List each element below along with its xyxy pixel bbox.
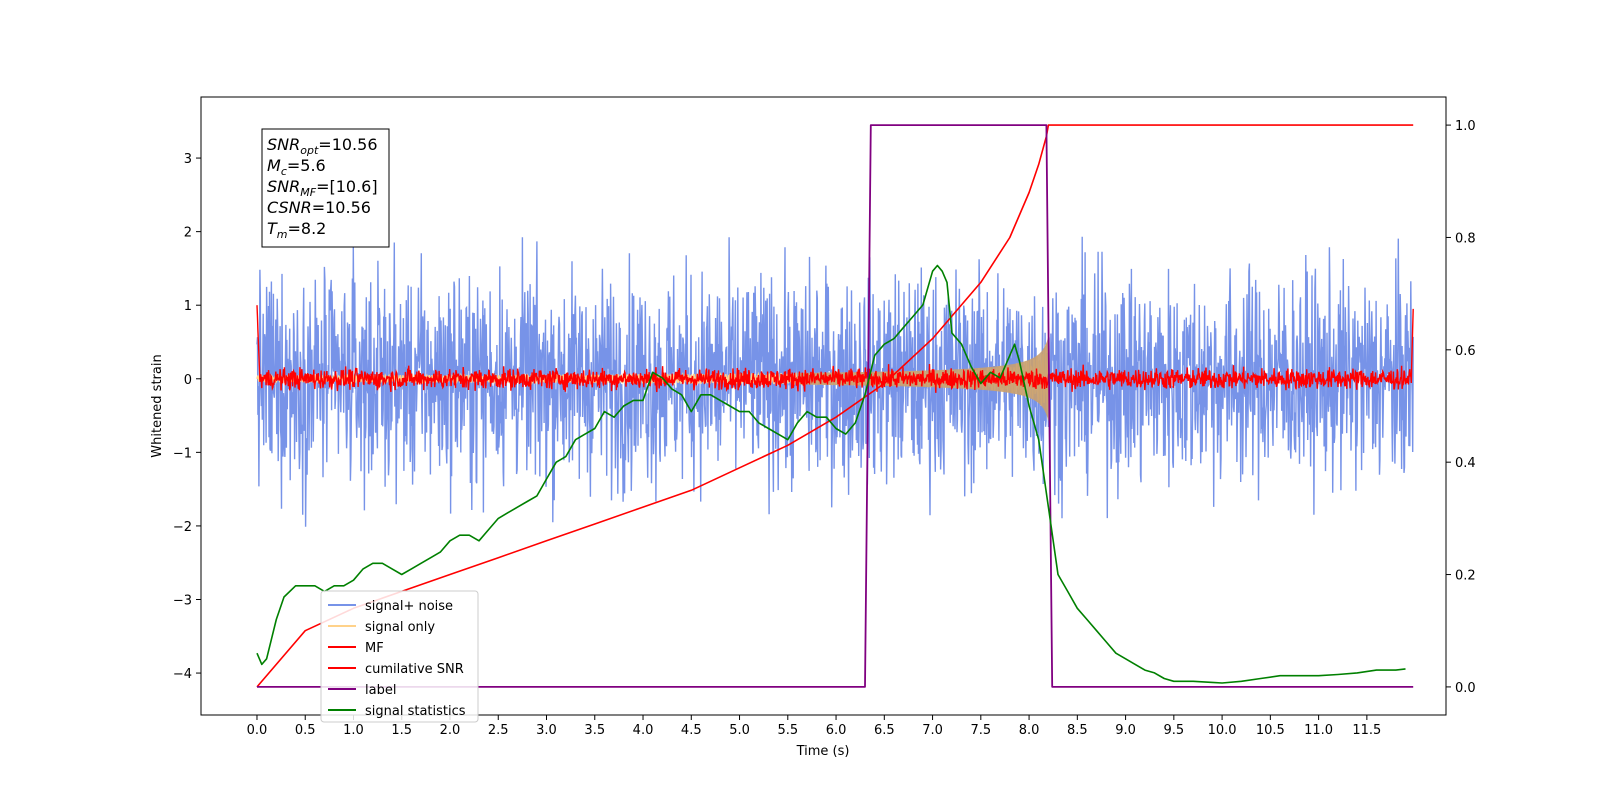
y-left-tick-label: −4 bbox=[173, 667, 192, 682]
x-tick-label: 0.5 bbox=[295, 723, 316, 738]
x-tick-label: 7.5 bbox=[970, 723, 991, 738]
x-tick-label: 2.0 bbox=[440, 723, 461, 738]
y-left-tick-label: −1 bbox=[173, 446, 192, 461]
legend-label: cumilative SNR bbox=[365, 662, 464, 677]
x-tick-label: 9.0 bbox=[1115, 723, 1136, 738]
series-signal-noise bbox=[256, 236, 1414, 527]
x-tick-label: 4.0 bbox=[633, 723, 654, 738]
legend-label: label bbox=[365, 683, 396, 698]
x-axis: 0.0 0.5 1.0 1.5 2.0 2.5 3.0 3.5 4.0 4.5 5.0 5.5 6.0 6… bbox=[247, 715, 1381, 738]
x-tick-label: 8.5 bbox=[1067, 723, 1088, 738]
y-right-tick-label: 0.8 bbox=[1455, 231, 1476, 246]
legend-label: signal+ noise bbox=[365, 599, 453, 614]
y-axis-label: Whitened strain bbox=[150, 354, 165, 457]
legend-label: signal statistics bbox=[365, 704, 466, 719]
y-left-tick-label: 1 bbox=[184, 299, 192, 314]
plot-frame bbox=[200, 96, 1447, 716]
y-axis-left: 3 2 1 0 −1 −2 −3 −4 bbox=[173, 152, 201, 682]
annotation-line: Mc=5.6 bbox=[267, 156, 326, 178]
x-tick-label: 5.5 bbox=[777, 723, 798, 738]
annotation-box: SNRopt=10.56Mc=5.6SNRMF=[10.6]CSNR=10.56… bbox=[261, 128, 390, 248]
x-tick-label: 0.0 bbox=[247, 723, 268, 738]
y-right-tick-label: 0.0 bbox=[1455, 681, 1476, 696]
annotation-line: Tm=8.2 bbox=[267, 219, 326, 241]
y-right-tick-label: 1.0 bbox=[1455, 119, 1476, 134]
x-tick-label: 1.0 bbox=[343, 723, 364, 738]
y-left-tick-label: −2 bbox=[173, 520, 192, 535]
annotation-line: CSNR=10.56 bbox=[267, 198, 371, 217]
x-tick-label: 6.0 bbox=[826, 723, 847, 738]
y-left-tick-label: 3 bbox=[184, 152, 192, 167]
y-axis-right: 1.0 0.8 0.6 0.4 0.2 0.0 bbox=[1446, 119, 1476, 696]
x-tick-label: 1.5 bbox=[391, 723, 412, 738]
series-label bbox=[257, 124, 1414, 688]
x-tick-label: 7.0 bbox=[922, 723, 943, 738]
x-tick-label: 6.5 bbox=[874, 723, 895, 738]
y-left-tick-label: 0 bbox=[184, 373, 192, 388]
y-left-tick-label: −3 bbox=[173, 593, 192, 608]
x-tick-label: 8.0 bbox=[1019, 723, 1040, 738]
plot-area bbox=[256, 124, 1414, 688]
annotation-line: SNRMF=[10.6] bbox=[267, 177, 378, 199]
y-right-tick-label: 0.4 bbox=[1455, 456, 1476, 471]
x-axis-label: Time (s) bbox=[796, 744, 850, 759]
legend: signal+ noise signal only MF cumilative SNR… bbox=[320, 590, 479, 723]
legend-frame bbox=[320, 590, 479, 723]
series-signal-statistics bbox=[256, 264, 1406, 684]
series-mf bbox=[256, 305, 1414, 393]
y-right-tick-label: 0.6 bbox=[1455, 344, 1476, 359]
x-tick-label: 11.0 bbox=[1304, 723, 1333, 738]
x-tick-label: 2.5 bbox=[488, 723, 509, 738]
annotation-frame bbox=[261, 128, 390, 248]
x-tick-label: 3.5 bbox=[584, 723, 605, 738]
x-tick-label: 11.5 bbox=[1352, 723, 1381, 738]
x-tick-label: 4.5 bbox=[681, 723, 702, 738]
x-tick-label: 5.0 bbox=[729, 723, 750, 738]
x-tick-label: 3.0 bbox=[536, 723, 557, 738]
x-tick-label: 10.5 bbox=[1256, 723, 1285, 738]
annotation-line: SNRopt=10.56 bbox=[267, 135, 378, 157]
y-right-tick-label: 0.2 bbox=[1455, 569, 1476, 584]
x-tick-label: 10.0 bbox=[1208, 723, 1237, 738]
y-left-tick-label: 2 bbox=[184, 226, 192, 241]
legend-label: signal only bbox=[365, 620, 435, 635]
series-cumulative-snr bbox=[256, 124, 1414, 688]
legend-label: MF bbox=[365, 641, 384, 656]
x-tick-label: 9.5 bbox=[1163, 723, 1184, 738]
